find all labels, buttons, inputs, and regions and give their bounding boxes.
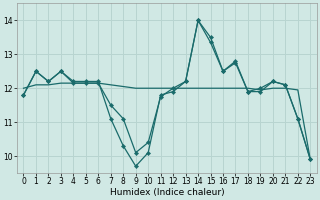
X-axis label: Humidex (Indice chaleur): Humidex (Indice chaleur)	[109, 188, 224, 197]
